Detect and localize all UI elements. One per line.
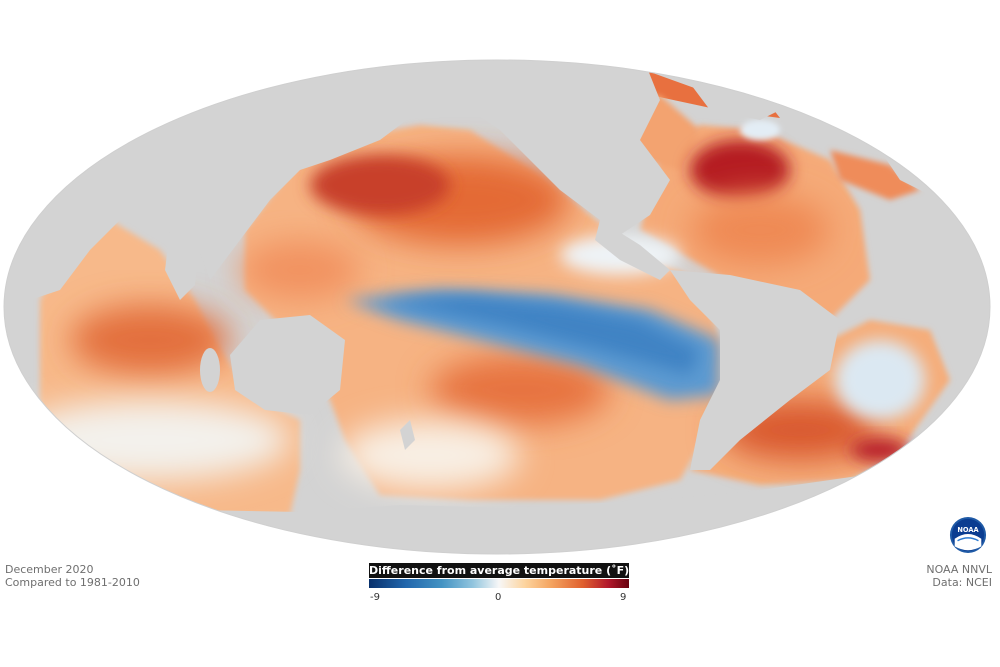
logo-text: NOAA [957,526,979,534]
legend-tick-max: 9 [620,592,627,603]
map-baseline: Compared to 1981-2010 [5,576,140,589]
credit-source: NOAA NNVL [926,563,992,576]
legend-tick-mid: 0 [495,592,502,603]
credit-data: Data: NCEI [932,576,992,589]
legend-color-bar [369,579,629,588]
noaa-logo-icon: NOAA [949,516,987,554]
ocean-anomaly-layer [10,68,950,520]
legend-title: Difference from average temperature (˚F) [369,563,630,578]
map-info: December 2020 Compared to 1981-2010 [5,563,140,589]
legend-tick-min: -9 [370,592,380,603]
map-credits: NOAA NNVL Data: NCEI [926,563,992,589]
map-date: December 2020 [5,563,94,576]
